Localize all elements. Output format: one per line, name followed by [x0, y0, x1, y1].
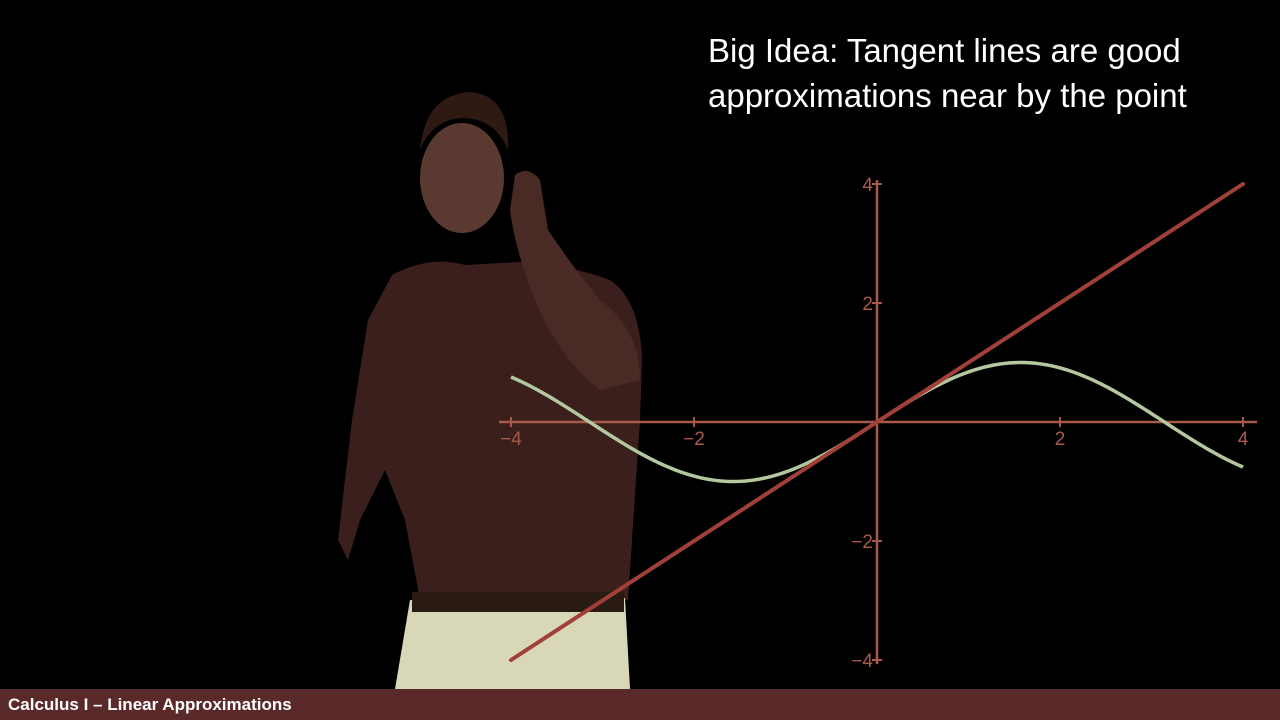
presenter-hair: [420, 92, 509, 150]
presenter-arm: [510, 171, 640, 390]
headline-line-2: approximations near by the point: [708, 77, 1187, 114]
x-tick-label: 2: [1055, 429, 1066, 450]
headline-line-1: Big Idea: Tangent lines are good: [708, 32, 1181, 69]
plot-series: [509, 182, 1245, 662]
function-plot: −4 −2 2 4 4 2 −2 −4: [499, 175, 1257, 672]
presenter-figure: [338, 92, 642, 689]
course-title: Calculus I – Linear Approximations: [8, 695, 292, 714]
presenter-belt: [412, 592, 624, 612]
x-tick-label: −2: [683, 429, 705, 450]
slide-headline: Big Idea: Tangent lines are good approxi…: [708, 28, 1268, 118]
y-axis-ticks: 4 2 −2 −4: [851, 175, 882, 672]
x-axis-ticks: −4 −2 2 4: [500, 417, 1249, 450]
y-tick-label: 4: [862, 175, 873, 196]
presenter-head: [420, 123, 504, 233]
y-tick-label: −4: [851, 651, 873, 672]
x-tick-label: −4: [500, 429, 522, 450]
y-tick-label: 2: [862, 294, 873, 315]
y-tick-label: −2: [851, 532, 873, 553]
x-tick-label: 4: [1238, 429, 1249, 450]
tangent-line: [509, 182, 1245, 662]
footer-bar: Calculus I – Linear Approximations: [0, 689, 1280, 720]
